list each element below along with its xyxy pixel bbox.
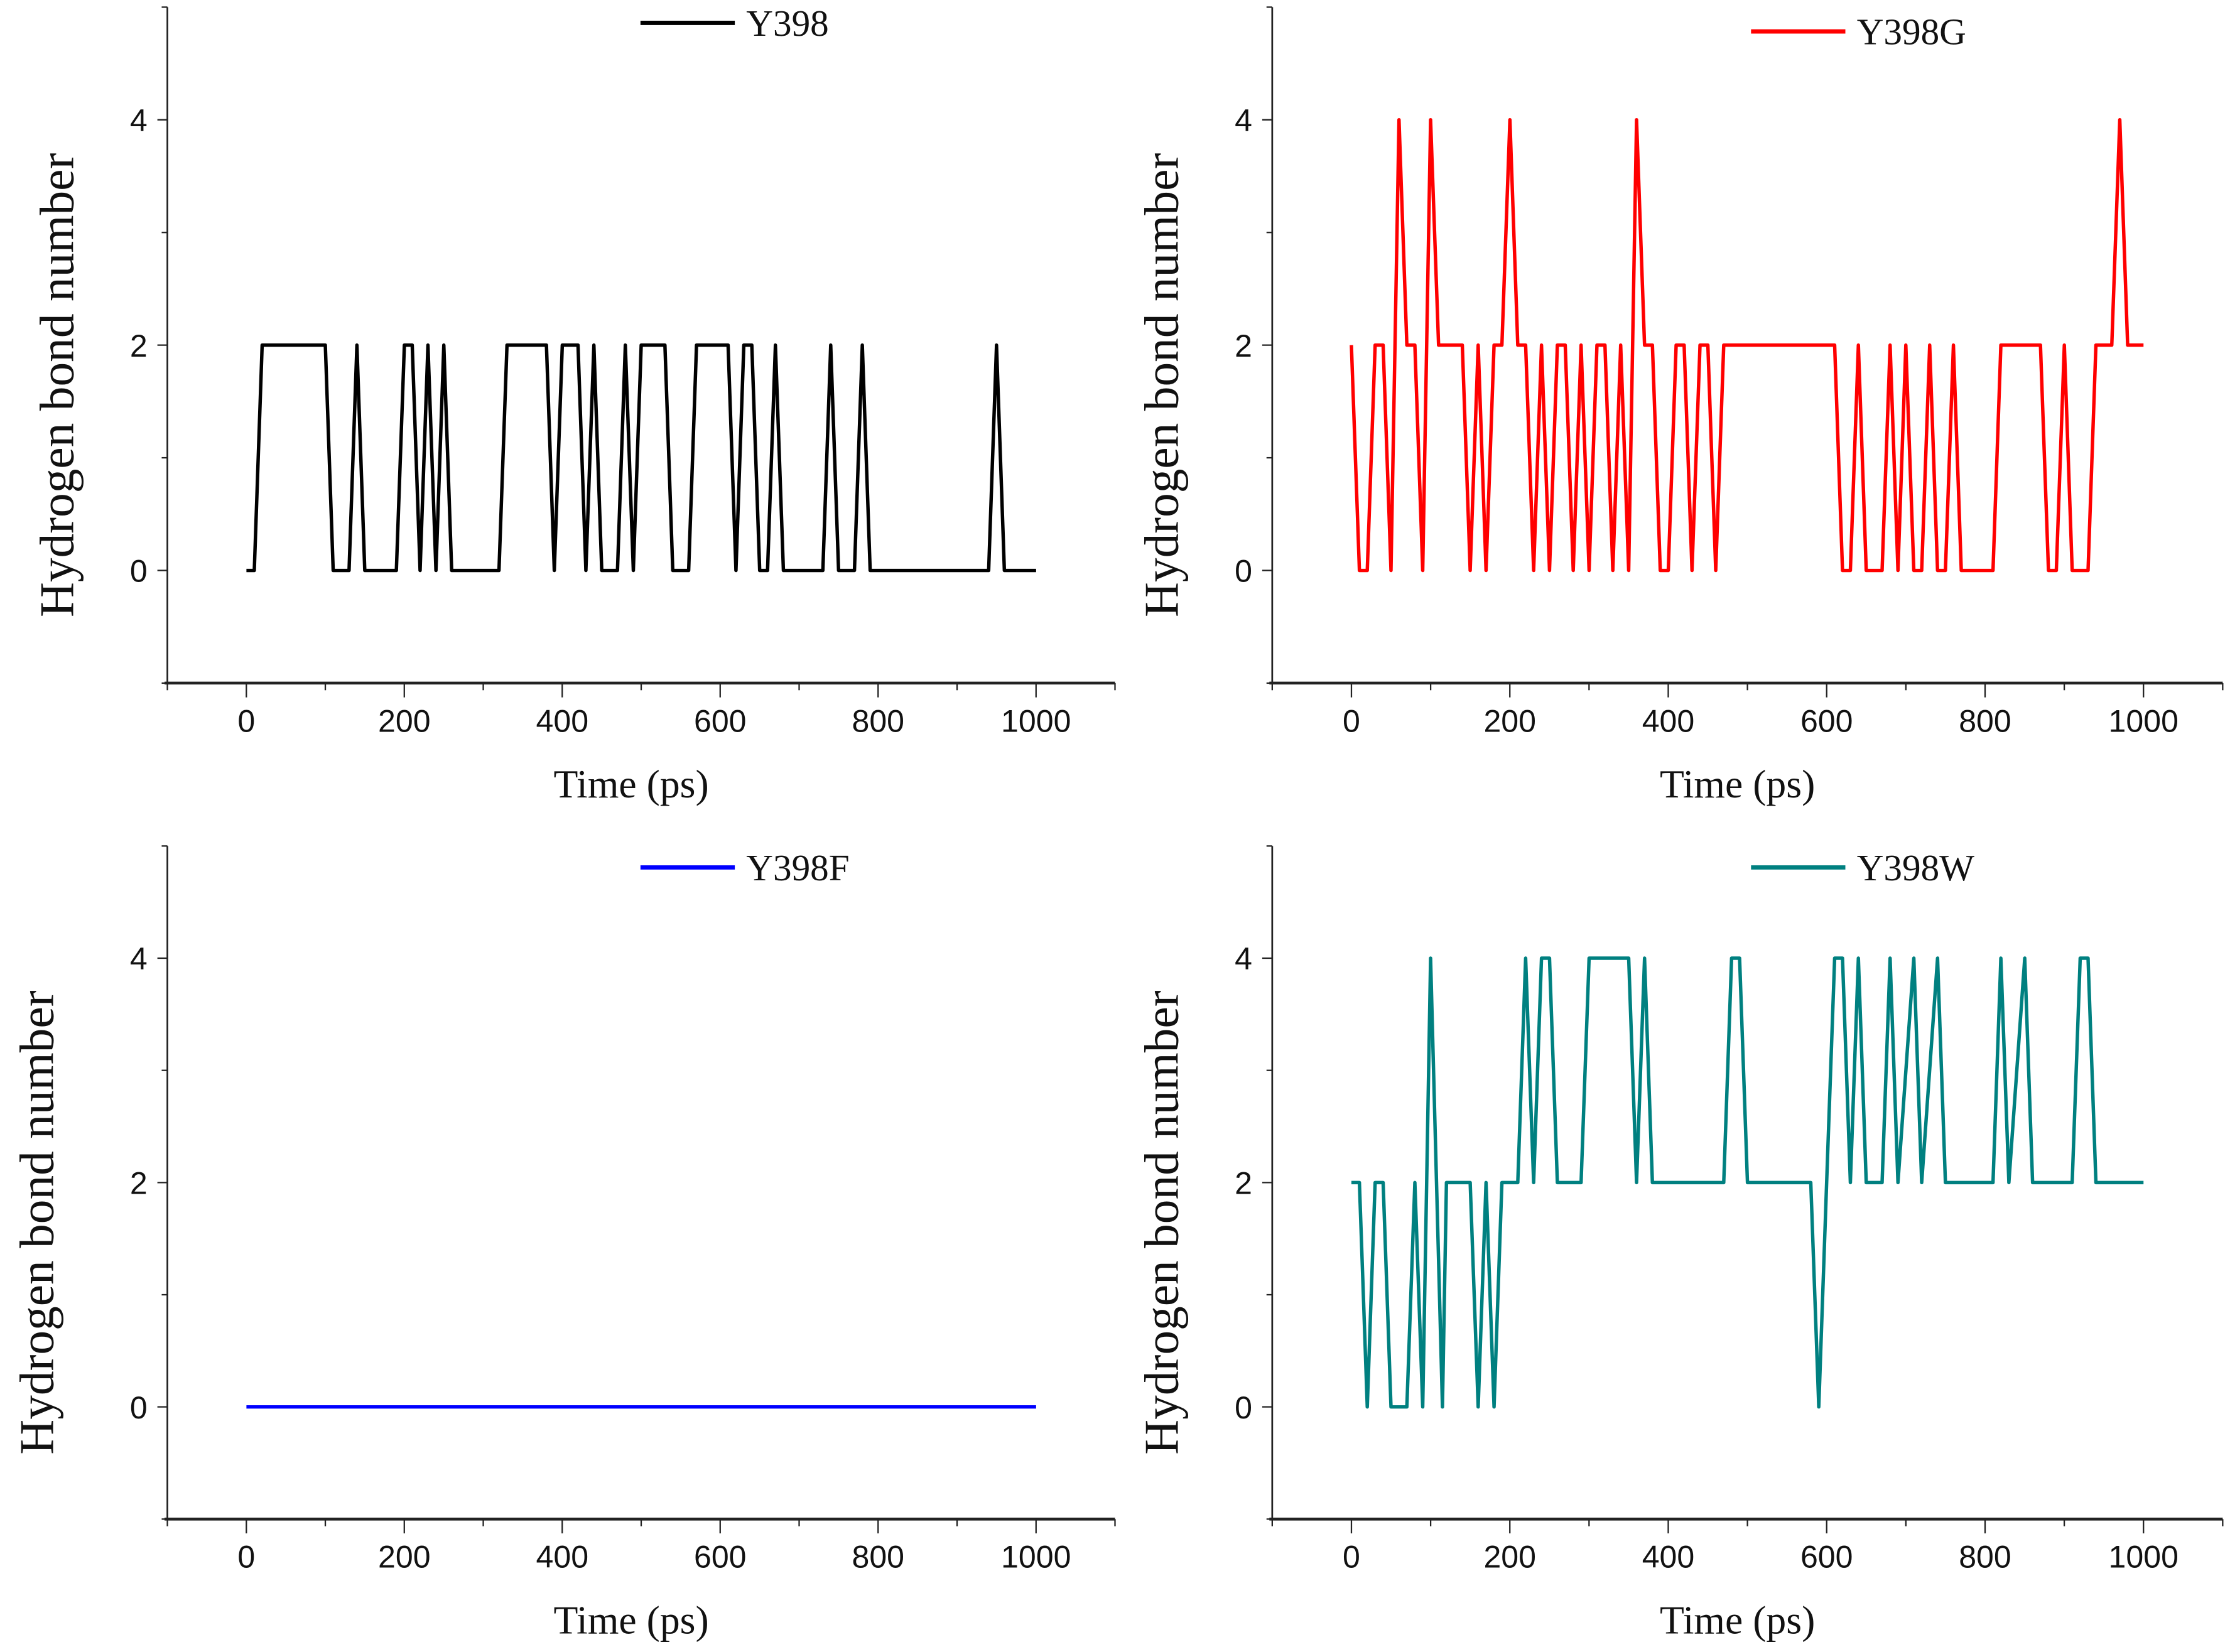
x-tick-label: 0 [1343, 703, 1360, 738]
y-tick-label: 0 [1235, 1390, 1252, 1425]
x-tick-label: 0 [1343, 1540, 1360, 1575]
y-axis-title: Hydrogen bond number [30, 153, 84, 617]
series-line-y398w [1351, 956, 2144, 1409]
legend-label: Y398 [746, 3, 828, 44]
y-tick-label: 2 [1235, 328, 1252, 364]
y-tick-label: 2 [130, 1166, 148, 1201]
x-tick-label: 1000 [1001, 703, 1071, 738]
y-axis-title: Hydrogen bond number [1135, 990, 1189, 1454]
chart-panel-y398f: 0 200 400 600 800 1000 0 2 4 Time (ps) Hydrogen bo… [9, 845, 1116, 1642]
x-tick-label: 400 [1642, 1540, 1695, 1575]
y-tick-label: 2 [1235, 1166, 1252, 1201]
x-tick-label: 400 [536, 1540, 589, 1575]
y-tick-label: 0 [130, 1390, 148, 1425]
series-line-y398g [1350, 117, 2144, 573]
legend-label: Y398G [1857, 11, 1966, 53]
x-tick-label: 200 [1483, 703, 1536, 738]
x-axis-title: Time (ps) [1660, 1597, 1815, 1642]
x-tick-label: 600 [694, 1540, 747, 1575]
chart-panel-y398g: 0 200 400 600 800 1000 0 2 4 Time (ps) Hydrogen bo… [1135, 6, 2224, 806]
x-tick-label: 800 [1959, 703, 2011, 738]
y-tick-label: 4 [130, 941, 148, 976]
x-tick-label: 600 [1800, 1540, 1853, 1575]
x-tick-label: 400 [1642, 703, 1695, 738]
x-tick-label: 600 [694, 703, 747, 738]
x-tick-label: 1000 [1001, 1540, 1071, 1575]
x-axis-title: Time (ps) [553, 762, 708, 806]
y-tick-label: 4 [130, 103, 148, 138]
series-line-y398 [246, 343, 1036, 573]
x-tick-label: 200 [1483, 1540, 1536, 1575]
x-tick-label: 1000 [2109, 703, 2179, 738]
y-tick-label: 0 [130, 554, 148, 589]
y-axis-title: Hydrogen bond number [9, 990, 63, 1454]
chart-panel-y398: 0 200 400 600 800 1000 0 2 4 Time (ps) Hydrogen bo… [30, 3, 1116, 806]
x-tick-label: 800 [1959, 1540, 2011, 1575]
y-axis-title: Hydrogen bond number [1135, 153, 1189, 617]
x-tick-label: 200 [378, 1540, 431, 1575]
x-axis-title: Time (ps) [1660, 762, 1815, 806]
x-tick-label: 0 [237, 1540, 255, 1575]
x-tick-label: 0 [237, 703, 255, 738]
legend-label: Y398F [746, 847, 849, 888]
x-tick-label: 400 [536, 703, 589, 738]
x-tick-label: 800 [852, 703, 904, 738]
x-axis-title: Time (ps) [553, 1597, 708, 1642]
x-tick-label: 800 [852, 1540, 904, 1575]
legend-label: Y398W [1857, 847, 1974, 888]
x-tick-label: 600 [1800, 703, 1853, 738]
y-tick-label: 2 [130, 328, 148, 364]
x-tick-label: 1000 [2109, 1540, 2179, 1575]
x-tick-label: 200 [378, 703, 431, 738]
y-tick-label: 4 [1235, 103, 1252, 138]
y-tick-label: 0 [1235, 554, 1252, 589]
chart-panel-y398w: 0 200 400 600 800 1000 0 2 4 Time (ps) Hydrogen bo… [1135, 845, 2224, 1642]
y-tick-label: 4 [1235, 941, 1252, 976]
